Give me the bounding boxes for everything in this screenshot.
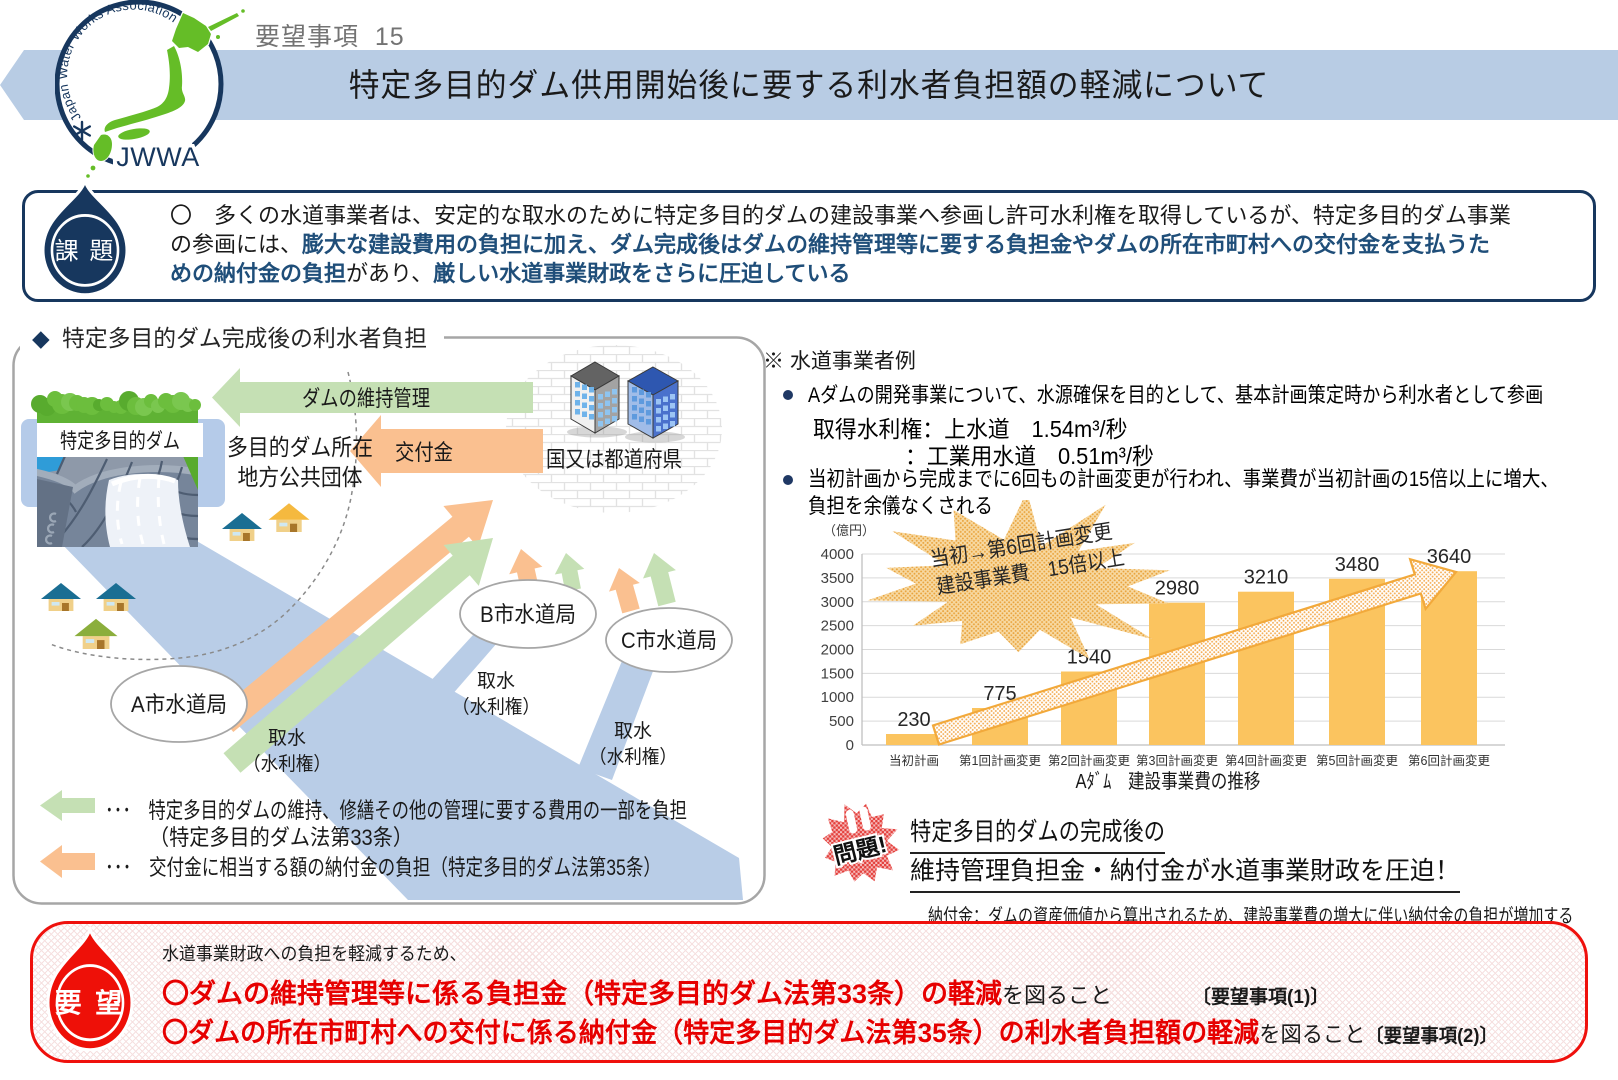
svg-text:C市水道局: C市水道局 <box>621 628 717 653</box>
svg-text:500: 500 <box>829 713 854 730</box>
svg-text:◆: ◆ <box>32 325 50 351</box>
svg-text:要 望: 要 望 <box>55 988 126 1018</box>
svg-text:3500: 3500 <box>821 570 854 587</box>
svg-text:第5回計画変更: 第5回計画変更 <box>1316 753 1398 768</box>
svg-text:･･･ 特定多目的ダムの維持、修繕その他の管理に要する費用の: ･･･ 特定多目的ダムの維持、修繕その他の管理に要する費用の一部を負担 <box>105 798 687 823</box>
svg-text:3210: 3210 <box>1244 567 1289 589</box>
svg-text:（水利権）: （水利権） <box>589 746 677 768</box>
svg-text:230: 230 <box>897 709 930 731</box>
svg-text:（億円）: （億円） <box>823 523 875 538</box>
svg-text:第2回計画変更: 第2回計画変更 <box>1048 753 1130 768</box>
svg-text:3000: 3000 <box>821 594 854 611</box>
svg-text:第1回計画変更: 第1回計画変更 <box>959 753 1041 768</box>
svg-text:交付金: 交付金 <box>395 440 453 465</box>
svg-text:2000: 2000 <box>821 642 854 659</box>
svg-text:国又は都道府県: 国又は都道府県 <box>546 447 682 472</box>
svg-text:4000: 4000 <box>821 546 854 563</box>
svg-text:取水: 取水 <box>268 727 306 749</box>
svg-text:1500: 1500 <box>821 665 854 682</box>
svg-text:取水: 取水 <box>477 670 515 692</box>
svg-text:A市水道局: A市水道局 <box>131 692 227 717</box>
svg-text:ダムの維持管理: ダムの維持管理 <box>302 386 430 411</box>
svg-text:（特定多目的ダム法第33条）: （特定多目的ダム法第33条） <box>149 825 413 850</box>
svg-text:特定多目的ダム完成後の利水者負担: 特定多目的ダム完成後の利水者負担 <box>62 325 427 351</box>
svg-text:･･･ 交付金に相当する額の納付金の負担（特定多目的ダム法第: ･･･ 交付金に相当する額の納付金の負担（特定多目的ダム法第35条） <box>105 855 661 880</box>
svg-text:（水利権）: （水利権） <box>452 696 540 718</box>
svg-text:JWWA: JWWA <box>116 142 199 172</box>
svg-text:3640: 3640 <box>1427 546 1472 568</box>
svg-text:第6回計画変更: 第6回計画変更 <box>1408 753 1490 768</box>
svg-text:3480: 3480 <box>1335 554 1380 576</box>
svg-text:（水利権）: （水利権） <box>243 753 331 775</box>
svg-text:第4回計画変更: 第4回計画変更 <box>1225 753 1307 768</box>
svg-text:0: 0 <box>846 737 854 754</box>
svg-text:地方公共団体: 地方公共団体 <box>238 464 363 490</box>
svg-text:当初計画: 当初計画 <box>889 753 939 768</box>
svg-text:Aﾀﾞﾑ 建設事業費の推移: Aﾀﾞﾑ 建設事業費の推移 <box>1076 770 1261 793</box>
svg-text:課 題: 課 題 <box>55 238 116 265</box>
svg-text:多目的ダム所在: 多目的ダム所在 <box>227 434 373 460</box>
svg-text:2980: 2980 <box>1155 578 1200 600</box>
svg-text:775: 775 <box>983 683 1016 705</box>
svg-text:2500: 2500 <box>821 618 854 635</box>
svg-text:特定多目的ダム: 特定多目的ダム <box>60 430 180 453</box>
svg-text:1000: 1000 <box>821 689 854 706</box>
svg-text:取水: 取水 <box>614 720 652 742</box>
svg-text:1540: 1540 <box>1067 647 1112 669</box>
svg-text:B市水道局: B市水道局 <box>480 602 576 627</box>
svg-text:第3回計画変更: 第3回計画変更 <box>1136 753 1218 768</box>
